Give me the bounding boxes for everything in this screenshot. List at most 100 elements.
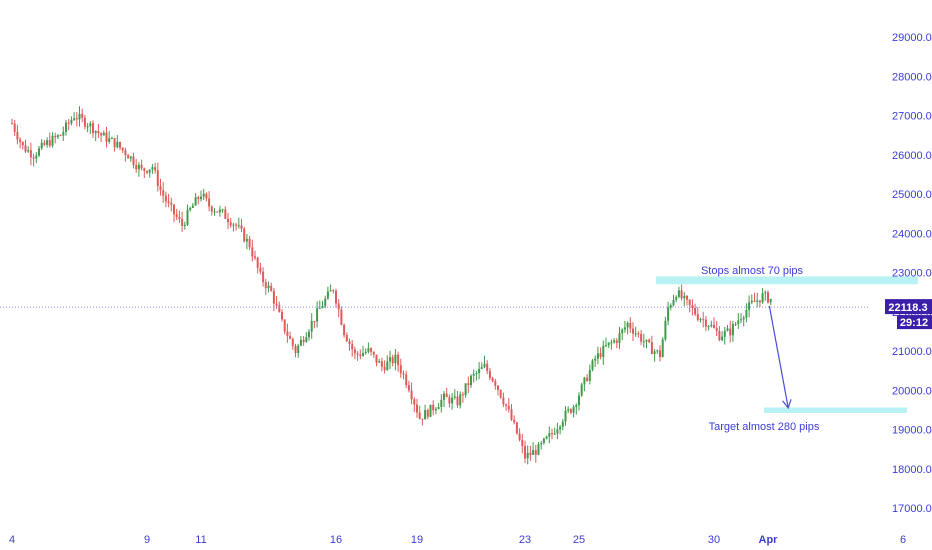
- x-tick-label: 4: [9, 534, 15, 546]
- candle: [764, 290, 767, 301]
- x-tick-label: 25: [573, 534, 585, 546]
- candle: [591, 359, 594, 372]
- candle: [488, 367, 491, 381]
- candle: [432, 400, 435, 416]
- candle: [378, 358, 381, 363]
- candle: [626, 321, 629, 335]
- candle: [121, 147, 124, 154]
- candle: [218, 205, 221, 217]
- candle: [289, 331, 292, 340]
- candle: [561, 419, 564, 431]
- candle: [227, 212, 229, 230]
- candle: [175, 208, 178, 221]
- candle: [467, 376, 470, 394]
- candle: [621, 328, 624, 341]
- candle: [367, 342, 370, 354]
- candle: [397, 351, 400, 372]
- candle: [70, 116, 73, 126]
- candle: [348, 338, 351, 351]
- candle: [108, 131, 111, 144]
- candle: [680, 284, 683, 301]
- candle: [59, 134, 62, 137]
- candle: [623, 320, 626, 333]
- candle: [750, 294, 753, 305]
- candle: [143, 167, 146, 179]
- candle: [38, 145, 40, 157]
- x-tick-label: 9: [144, 534, 150, 546]
- candle: [267, 281, 270, 293]
- candle: [443, 391, 445, 408]
- candle: [167, 193, 170, 208]
- candle: [308, 329, 310, 341]
- candle: [667, 301, 670, 326]
- candle: [737, 313, 740, 329]
- candle: [194, 192, 197, 206]
- candle: [659, 345, 661, 362]
- candle: [475, 370, 478, 381]
- y-tick-label: 17000.0: [892, 503, 932, 515]
- candle: [478, 362, 481, 380]
- candle: [297, 343, 300, 358]
- candle: [526, 445, 529, 465]
- candle: [402, 370, 405, 380]
- candle: [102, 130, 105, 136]
- candle: [677, 286, 680, 299]
- time-axis[interactable]: 4 9 11 16 19 23 25 30 Apr 6: [9, 534, 906, 546]
- candle: [16, 124, 19, 145]
- y-tick-label: 26000.0: [892, 150, 932, 162]
- candle: [721, 331, 724, 342]
- x-tick-label: 19: [411, 534, 423, 546]
- candle: [607, 342, 610, 349]
- candle: [329, 284, 332, 292]
- candle: [186, 204, 189, 226]
- candle: [264, 278, 267, 295]
- candle: [451, 393, 454, 410]
- candle: [448, 394, 451, 408]
- candle: [761, 288, 764, 304]
- candle: [81, 108, 84, 123]
- candle: [343, 323, 346, 338]
- candle: [599, 347, 602, 360]
- candle: [399, 358, 402, 378]
- candle: [124, 147, 127, 162]
- x-tick-label: 11: [195, 534, 206, 546]
- candle: [202, 188, 205, 200]
- x-tick-label: 6: [900, 534, 906, 546]
- candle: [173, 204, 175, 223]
- candle: [575, 403, 578, 415]
- candle: [43, 140, 46, 147]
- candle: [364, 348, 367, 355]
- candle: [116, 135, 119, 149]
- candle: [48, 132, 51, 148]
- candle: [470, 374, 472, 388]
- candle: [272, 287, 275, 312]
- candle: [75, 111, 78, 127]
- candle: [486, 360, 489, 375]
- candle: [407, 380, 410, 393]
- candle: [542, 437, 545, 445]
- target-annotation-label: Target almost 280 pips: [709, 421, 820, 433]
- candle: [713, 317, 715, 329]
- candle: [232, 222, 235, 232]
- candle: [459, 391, 462, 409]
- candle: [372, 351, 375, 358]
- candle: [380, 357, 383, 372]
- candle: [370, 347, 373, 356]
- candle: [302, 335, 305, 346]
- candle: [505, 403, 508, 411]
- candle: [132, 152, 135, 169]
- candle: [316, 301, 319, 328]
- candle: [92, 120, 94, 138]
- candle: [532, 442, 535, 455]
- current-price-value: 22118.3: [888, 302, 927, 314]
- candlestick-series: [11, 106, 772, 465]
- candle: [197, 195, 200, 205]
- candle: [569, 408, 572, 415]
- zone-target: [763, 407, 908, 414]
- candle: [200, 190, 202, 202]
- candle: [653, 348, 656, 362]
- candle: [151, 164, 154, 174]
- candle: [356, 351, 359, 361]
- price-axis[interactable]: 29000.0 28000.0 27000.0 26000.0 25000.0 24000…: [892, 32, 932, 515]
